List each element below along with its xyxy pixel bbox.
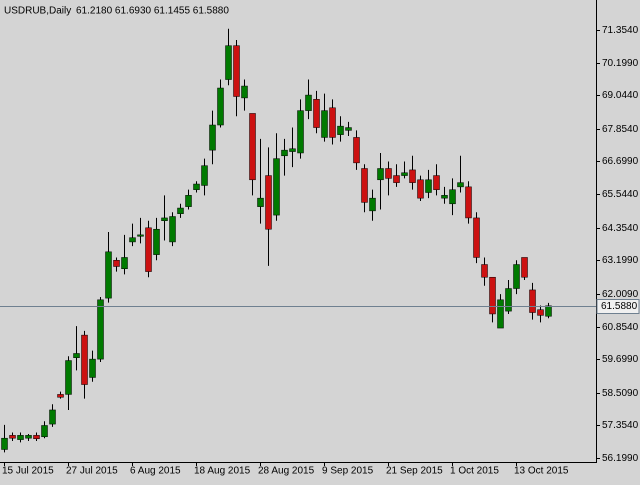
candle-body	[337, 125, 344, 135]
candle-body	[265, 175, 272, 230]
x-tick-label: 18 Aug 2015	[194, 466, 251, 477]
last-price-label: 61.5880	[601, 301, 638, 312]
candle-body	[537, 309, 544, 316]
candle-body	[1, 437, 8, 450]
candle-body	[353, 137, 360, 164]
candle-body	[385, 168, 392, 179]
y-tick-label: 66.6990	[602, 156, 639, 167]
candle-body	[169, 216, 176, 243]
candle-body	[65, 360, 72, 395]
candle-body	[209, 124, 216, 151]
candle-body	[345, 127, 352, 131]
candle-body	[105, 251, 112, 299]
candle-body	[73, 353, 80, 358]
candle-body	[257, 197, 264, 207]
candle-body	[201, 165, 208, 186]
candle-body	[329, 107, 336, 138]
y-tick-label: 65.5440	[602, 189, 639, 200]
candle-body	[193, 183, 200, 190]
candle-body	[465, 186, 472, 219]
candle-body	[505, 288, 512, 312]
x-tick-label: 13 Oct 2015	[514, 466, 569, 477]
candle-body	[529, 289, 536, 313]
x-tick-label: 1 Oct 2015	[450, 466, 499, 477]
candle-body	[81, 334, 88, 385]
x-tick-label: 9 Sep 2015	[322, 466, 374, 477]
candle-body	[57, 394, 64, 398]
candle-body	[393, 175, 400, 183]
candle-body	[457, 182, 464, 188]
y-tick-label: 70.1990	[602, 58, 639, 69]
candle-body	[249, 113, 256, 181]
candle-body	[425, 179, 432, 193]
candle-body	[489, 276, 496, 315]
candle-body	[497, 299, 504, 329]
candle-body	[521, 257, 528, 278]
candle-body	[129, 237, 136, 243]
y-tick-label: 63.1990	[602, 255, 639, 266]
candle-body	[377, 168, 384, 181]
candle-body	[97, 299, 104, 360]
candle-body	[513, 264, 520, 289]
x-tick-label: 21 Sep 2015	[386, 466, 443, 477]
candle-body	[9, 435, 16, 439]
x-tick-label: 15 Jul 2015	[2, 466, 54, 477]
candle-body	[361, 168, 368, 203]
candle-body	[441, 195, 448, 199]
candle-body	[185, 195, 192, 207]
candle-body	[225, 45, 232, 80]
ohlc-readout: 61.2180 61.6930 61.1455 61.5880	[76, 6, 229, 17]
last-price-box	[596, 299, 640, 314]
chart-title: USDRUB,Daily	[4, 6, 71, 17]
candle-body	[33, 435, 40, 440]
candle-body	[297, 110, 304, 154]
candle-body	[289, 148, 296, 152]
candle-body	[217, 87, 224, 126]
candle-body	[481, 264, 488, 278]
candle-body	[121, 257, 128, 270]
x-tick-label: 27 Jul 2015	[66, 466, 118, 477]
candle-body	[545, 305, 552, 317]
x-tick-label: 6 Aug 2015	[130, 466, 181, 477]
candle-body	[409, 169, 416, 183]
y-tick-label: 64.3540	[602, 223, 639, 234]
candle-body	[17, 435, 24, 440]
candle-body	[233, 45, 240, 97]
candle-body	[25, 435, 32, 439]
y-tick-label: 67.8540	[602, 124, 639, 135]
candle-body	[321, 110, 328, 138]
candle-body	[137, 234, 144, 237]
x-tick-label: 28 Aug 2015	[258, 466, 315, 477]
y-tick-label: 69.0440	[602, 90, 639, 101]
candle-body	[177, 207, 184, 214]
candle-body	[153, 228, 160, 255]
candle-body	[313, 99, 320, 128]
candle-body	[449, 189, 456, 205]
candle-body	[49, 409, 56, 425]
candle-body	[369, 197, 376, 212]
candle-body	[281, 149, 288, 157]
y-tick-label: 60.8540	[602, 322, 639, 333]
candle-body	[305, 94, 312, 111]
candle-body	[433, 175, 440, 190]
candle-body	[273, 158, 280, 216]
candle-body	[417, 179, 424, 199]
candle-body	[113, 260, 120, 267]
candle-body	[241, 85, 248, 99]
candle-body	[473, 217, 480, 258]
y-tick-label: 59.6990	[602, 354, 639, 365]
candle-body	[161, 217, 168, 221]
candle-body	[41, 425, 48, 438]
candle-body	[89, 358, 96, 378]
candle-body	[145, 227, 152, 272]
y-tick-label: 56.1990	[602, 453, 639, 464]
y-tick-label: 71.3540	[602, 25, 639, 36]
y-tick-label: 62.0090	[602, 289, 639, 300]
y-tick-label: 58.5090	[602, 388, 639, 399]
y-tick-label: 57.3540	[602, 420, 639, 431]
candle-body	[401, 172, 408, 176]
